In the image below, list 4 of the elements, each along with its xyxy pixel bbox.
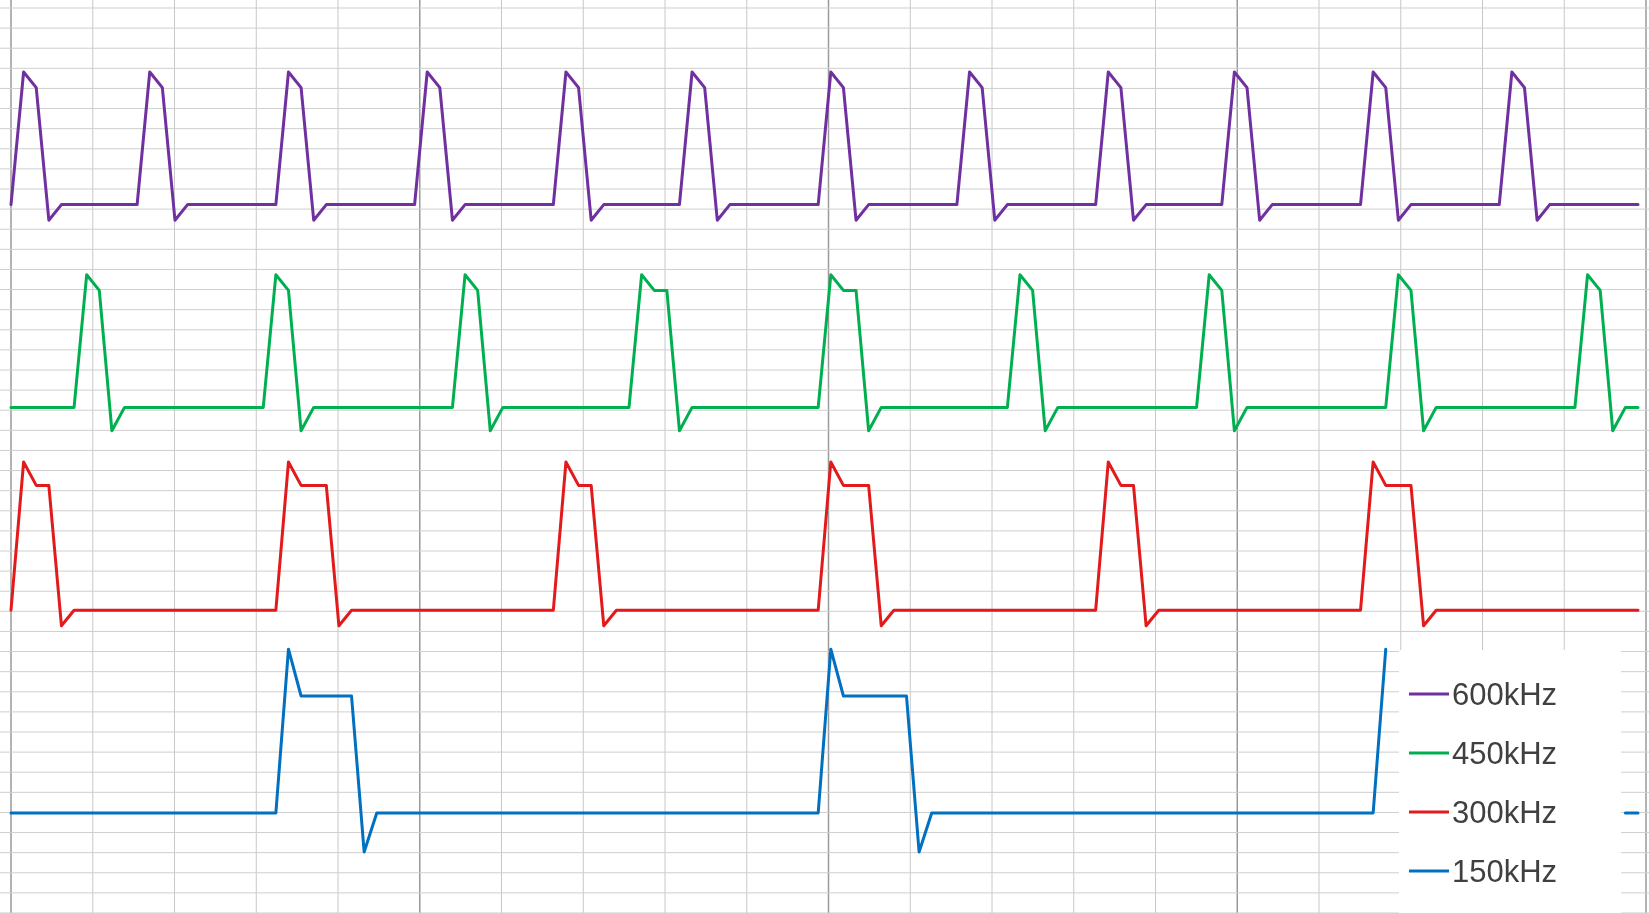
legend-label: 150kHz <box>1452 853 1558 889</box>
legend-label: 600kHz <box>1452 676 1558 712</box>
legend-label: 300kHz <box>1452 794 1558 830</box>
legend-label: 450kHz <box>1452 735 1558 771</box>
